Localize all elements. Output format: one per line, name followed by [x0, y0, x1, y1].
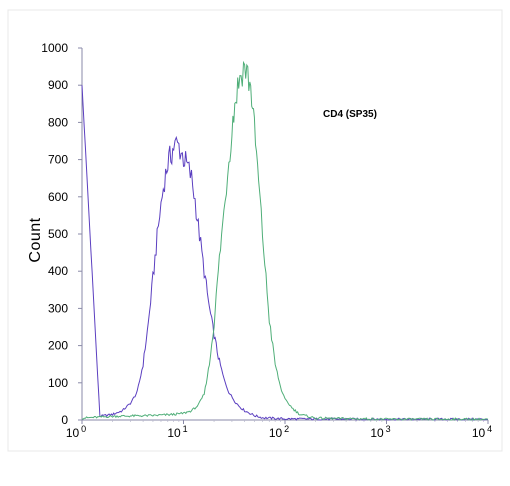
y-tick-label: 900	[48, 78, 68, 92]
chart-border	[7, 9, 503, 452]
y-tick-label: 300	[48, 301, 68, 315]
y-tick-label: 800	[48, 115, 68, 129]
y-tick-label: 1000	[41, 41, 68, 55]
y-tick-label: 600	[48, 190, 68, 204]
y-tick-group: 0 100 200 300 400 500 600 700 800 900 1000	[41, 41, 82, 427]
series-1	[81, 85, 489, 421]
y-tick-label: 400	[48, 264, 68, 278]
y-tick-label: 100	[48, 376, 68, 390]
y-tick-label: 0	[61, 413, 68, 427]
x-tick-group: 10 0 10 1 10 2 10 3 10 4	[66, 420, 492, 440]
y-axis-label: Count	[27, 217, 44, 262]
y-tick-label: 200	[48, 339, 68, 353]
x-tick-label: 10 0	[66, 424, 86, 440]
x-tick-label: 10 4	[472, 424, 492, 440]
x-tick-label: 10 3	[370, 424, 390, 440]
series-line	[81, 60, 489, 421]
series-line	[81, 85, 489, 421]
y-tick-label: 500	[48, 227, 68, 241]
x-tick-label: 10 1	[167, 424, 187, 440]
annotation-label: CD4 (SP35)	[323, 109, 377, 120]
x-tick-label: 10 2	[269, 424, 289, 440]
series-2	[81, 60, 489, 421]
y-tick-label: 700	[48, 153, 68, 167]
series-group	[81, 60, 489, 421]
